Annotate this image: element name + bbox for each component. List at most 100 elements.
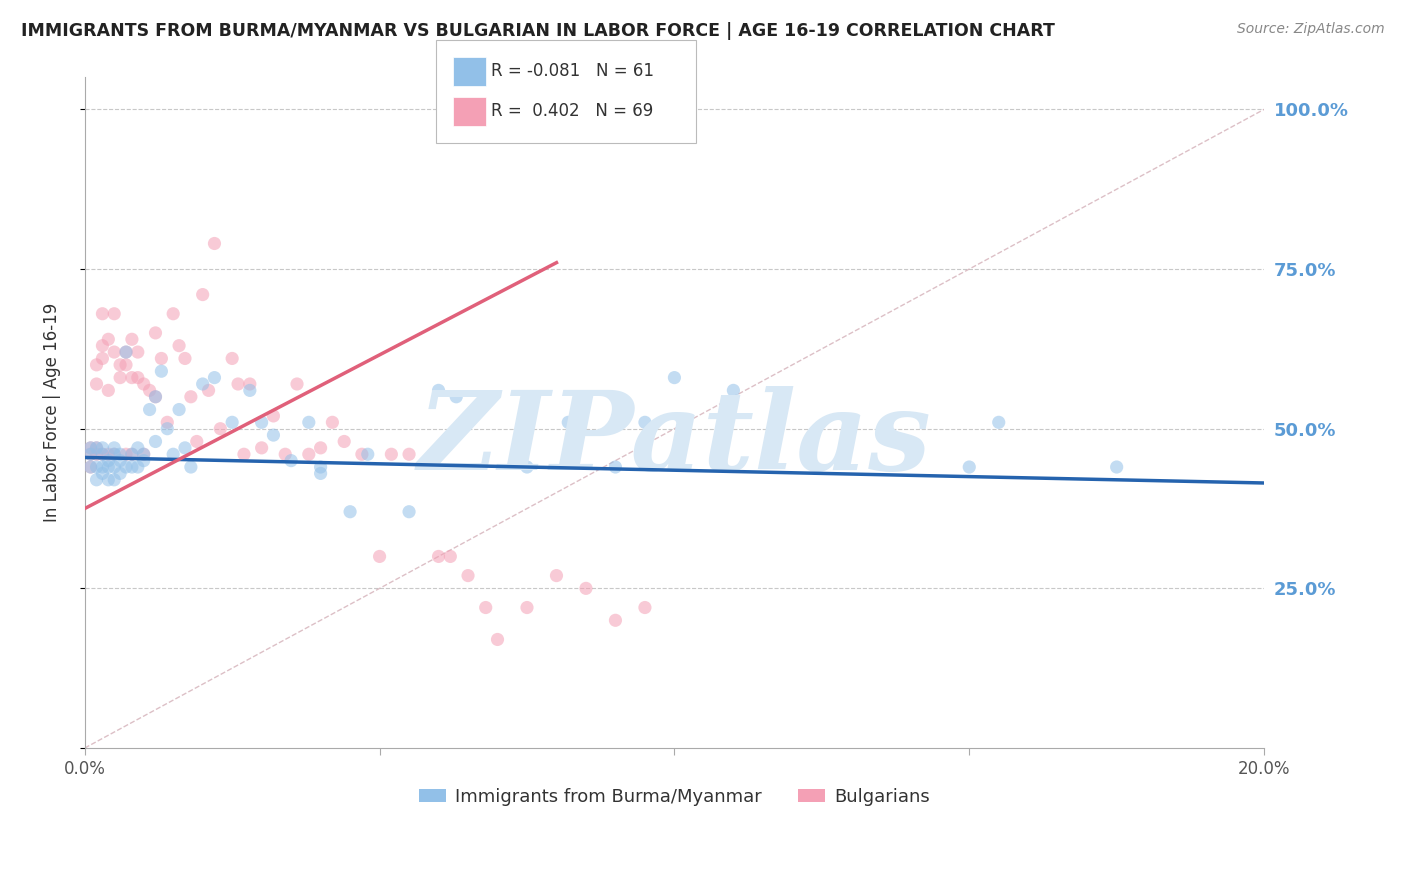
Text: Source: ZipAtlas.com: Source: ZipAtlas.com	[1237, 22, 1385, 37]
Point	[162, 307, 184, 321]
Point	[108, 447, 131, 461]
Text: ZIPatlas: ZIPatlas	[418, 386, 931, 493]
Point	[79, 460, 101, 475]
Point	[298, 415, 321, 429]
Point	[121, 447, 143, 461]
Point	[333, 434, 356, 449]
Point	[86, 441, 108, 455]
Point	[86, 460, 108, 475]
Point	[91, 339, 114, 353]
Point	[427, 549, 450, 564]
Point	[121, 447, 143, 461]
Point	[91, 307, 114, 321]
Point	[138, 402, 160, 417]
Point	[274, 447, 297, 461]
Point	[239, 384, 262, 398]
Point	[398, 447, 420, 461]
Point	[145, 326, 167, 340]
Point	[150, 364, 173, 378]
Point	[167, 339, 190, 353]
Point	[121, 370, 143, 384]
Point	[79, 447, 101, 461]
Point	[91, 467, 114, 481]
Point	[86, 358, 108, 372]
Point	[108, 453, 131, 467]
Point	[186, 434, 208, 449]
Point	[167, 402, 190, 417]
Point	[174, 351, 197, 366]
Point	[115, 345, 138, 359]
Point	[191, 287, 214, 301]
Point	[145, 390, 167, 404]
Point	[115, 447, 138, 461]
Point	[250, 441, 273, 455]
Point	[298, 447, 321, 461]
Point	[145, 434, 167, 449]
Point	[221, 351, 243, 366]
Point	[239, 376, 262, 391]
Point	[516, 600, 538, 615]
Point	[156, 422, 179, 436]
Point	[121, 332, 143, 346]
Point	[444, 390, 467, 404]
Point	[664, 370, 686, 384]
Point	[226, 376, 249, 391]
Point	[97, 332, 120, 346]
Point	[162, 447, 184, 461]
Point	[103, 447, 125, 461]
Point	[108, 370, 131, 384]
Point	[132, 453, 155, 467]
Point	[1105, 460, 1128, 475]
Point	[127, 441, 149, 455]
Point	[115, 358, 138, 372]
Point	[557, 415, 579, 429]
Point	[103, 345, 125, 359]
Point	[427, 384, 450, 398]
Point	[97, 447, 120, 461]
Point	[309, 467, 332, 481]
Point	[145, 390, 167, 404]
Point	[86, 441, 108, 455]
Point	[127, 370, 149, 384]
Point	[285, 376, 308, 391]
Point	[605, 613, 627, 627]
Point	[546, 568, 568, 582]
Point	[280, 453, 302, 467]
Point	[339, 505, 361, 519]
Legend: Immigrants from Burma/Myanmar, Bulgarians: Immigrants from Burma/Myanmar, Bulgarian…	[412, 780, 936, 813]
Point	[115, 460, 138, 475]
Point	[86, 447, 108, 461]
Point	[127, 460, 149, 475]
Point	[103, 307, 125, 321]
Point	[97, 460, 120, 475]
Point	[486, 632, 509, 647]
Point	[180, 460, 202, 475]
Point	[250, 415, 273, 429]
Point	[174, 441, 197, 455]
Point	[957, 460, 980, 475]
Point	[309, 460, 332, 475]
Point	[398, 505, 420, 519]
Point	[121, 460, 143, 475]
Point	[197, 384, 219, 398]
Point	[132, 447, 155, 461]
Point	[97, 453, 120, 467]
Point	[79, 441, 101, 455]
Point	[91, 460, 114, 475]
Point	[439, 549, 461, 564]
Text: IMMIGRANTS FROM BURMA/MYANMAR VS BULGARIAN IN LABOR FORCE | AGE 16-19 CORRELATIO: IMMIGRANTS FROM BURMA/MYANMAR VS BULGARI…	[21, 22, 1054, 40]
Point	[575, 582, 598, 596]
Point	[204, 370, 226, 384]
Text: R =  0.402   N = 69: R = 0.402 N = 69	[491, 103, 652, 120]
Point	[132, 447, 155, 461]
Point	[634, 415, 657, 429]
Point	[368, 549, 391, 564]
Point	[321, 415, 343, 429]
Point	[103, 460, 125, 475]
Point	[723, 384, 745, 398]
Point	[79, 441, 101, 455]
Point	[79, 447, 101, 461]
Point	[86, 473, 108, 487]
Point	[350, 447, 373, 461]
Point	[97, 473, 120, 487]
